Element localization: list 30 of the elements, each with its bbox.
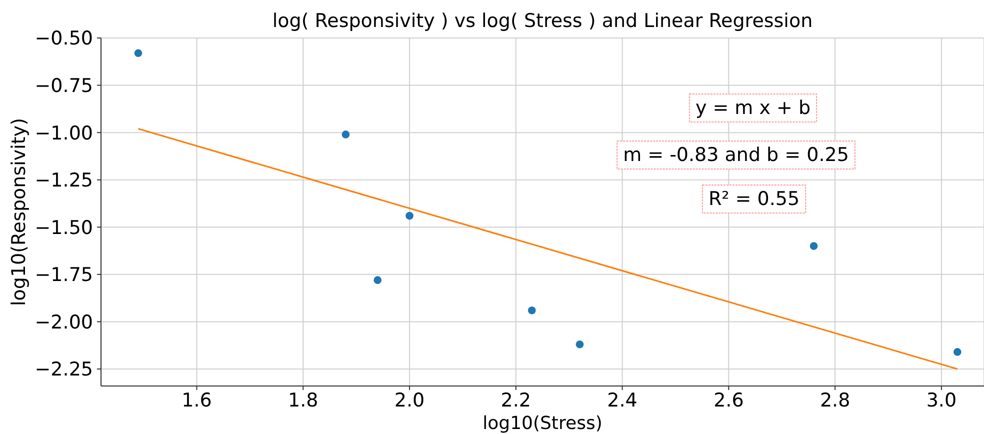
y-tick-label: −0.75 [34, 75, 93, 98]
x-tick-label: 2.8 [820, 389, 850, 412]
x-tick-label: 2.0 [394, 389, 425, 412]
point [953, 348, 962, 356]
x-tick-label: 1.6 [182, 389, 212, 412]
point [374, 276, 382, 284]
point [810, 242, 818, 250]
y-tick-label: −1.50 [34, 216, 93, 239]
x-tick-label: 3.0 [926, 389, 957, 412]
x-tick-label: 2.4 [607, 389, 638, 412]
annotation: y = m x + b [695, 97, 811, 119]
x-axis-title: log10(Stress) [482, 413, 602, 434]
y-tick-label: −0.50 [34, 28, 93, 50]
x-tick-label: 1.8 [288, 389, 318, 412]
x-tick-label: 2.2 [500, 389, 532, 412]
point [342, 130, 350, 138]
point [134, 49, 142, 58]
annotation: R² = 0.55 [708, 188, 800, 210]
y-tick-label: −1.00 [34, 122, 93, 144]
point [406, 212, 414, 220]
y-tick-label: −2.00 [34, 311, 93, 334]
point [576, 340, 584, 348]
annotation: m = -0.83 and b = 0.25 [623, 144, 849, 166]
x-tick-label: 2.6 [714, 389, 744, 412]
y-tick-label: −2.25 [34, 358, 93, 381]
chart-title: log( Responsivity ) vs log( Stress ) and Linear Regression [271, 9, 814, 33]
point [528, 306, 536, 314]
y-tick-label: −1.75 [34, 264, 93, 286]
y-tick-label: −1.25 [34, 170, 93, 192]
y-axis-title: log10(Responsivity) [8, 118, 30, 306]
